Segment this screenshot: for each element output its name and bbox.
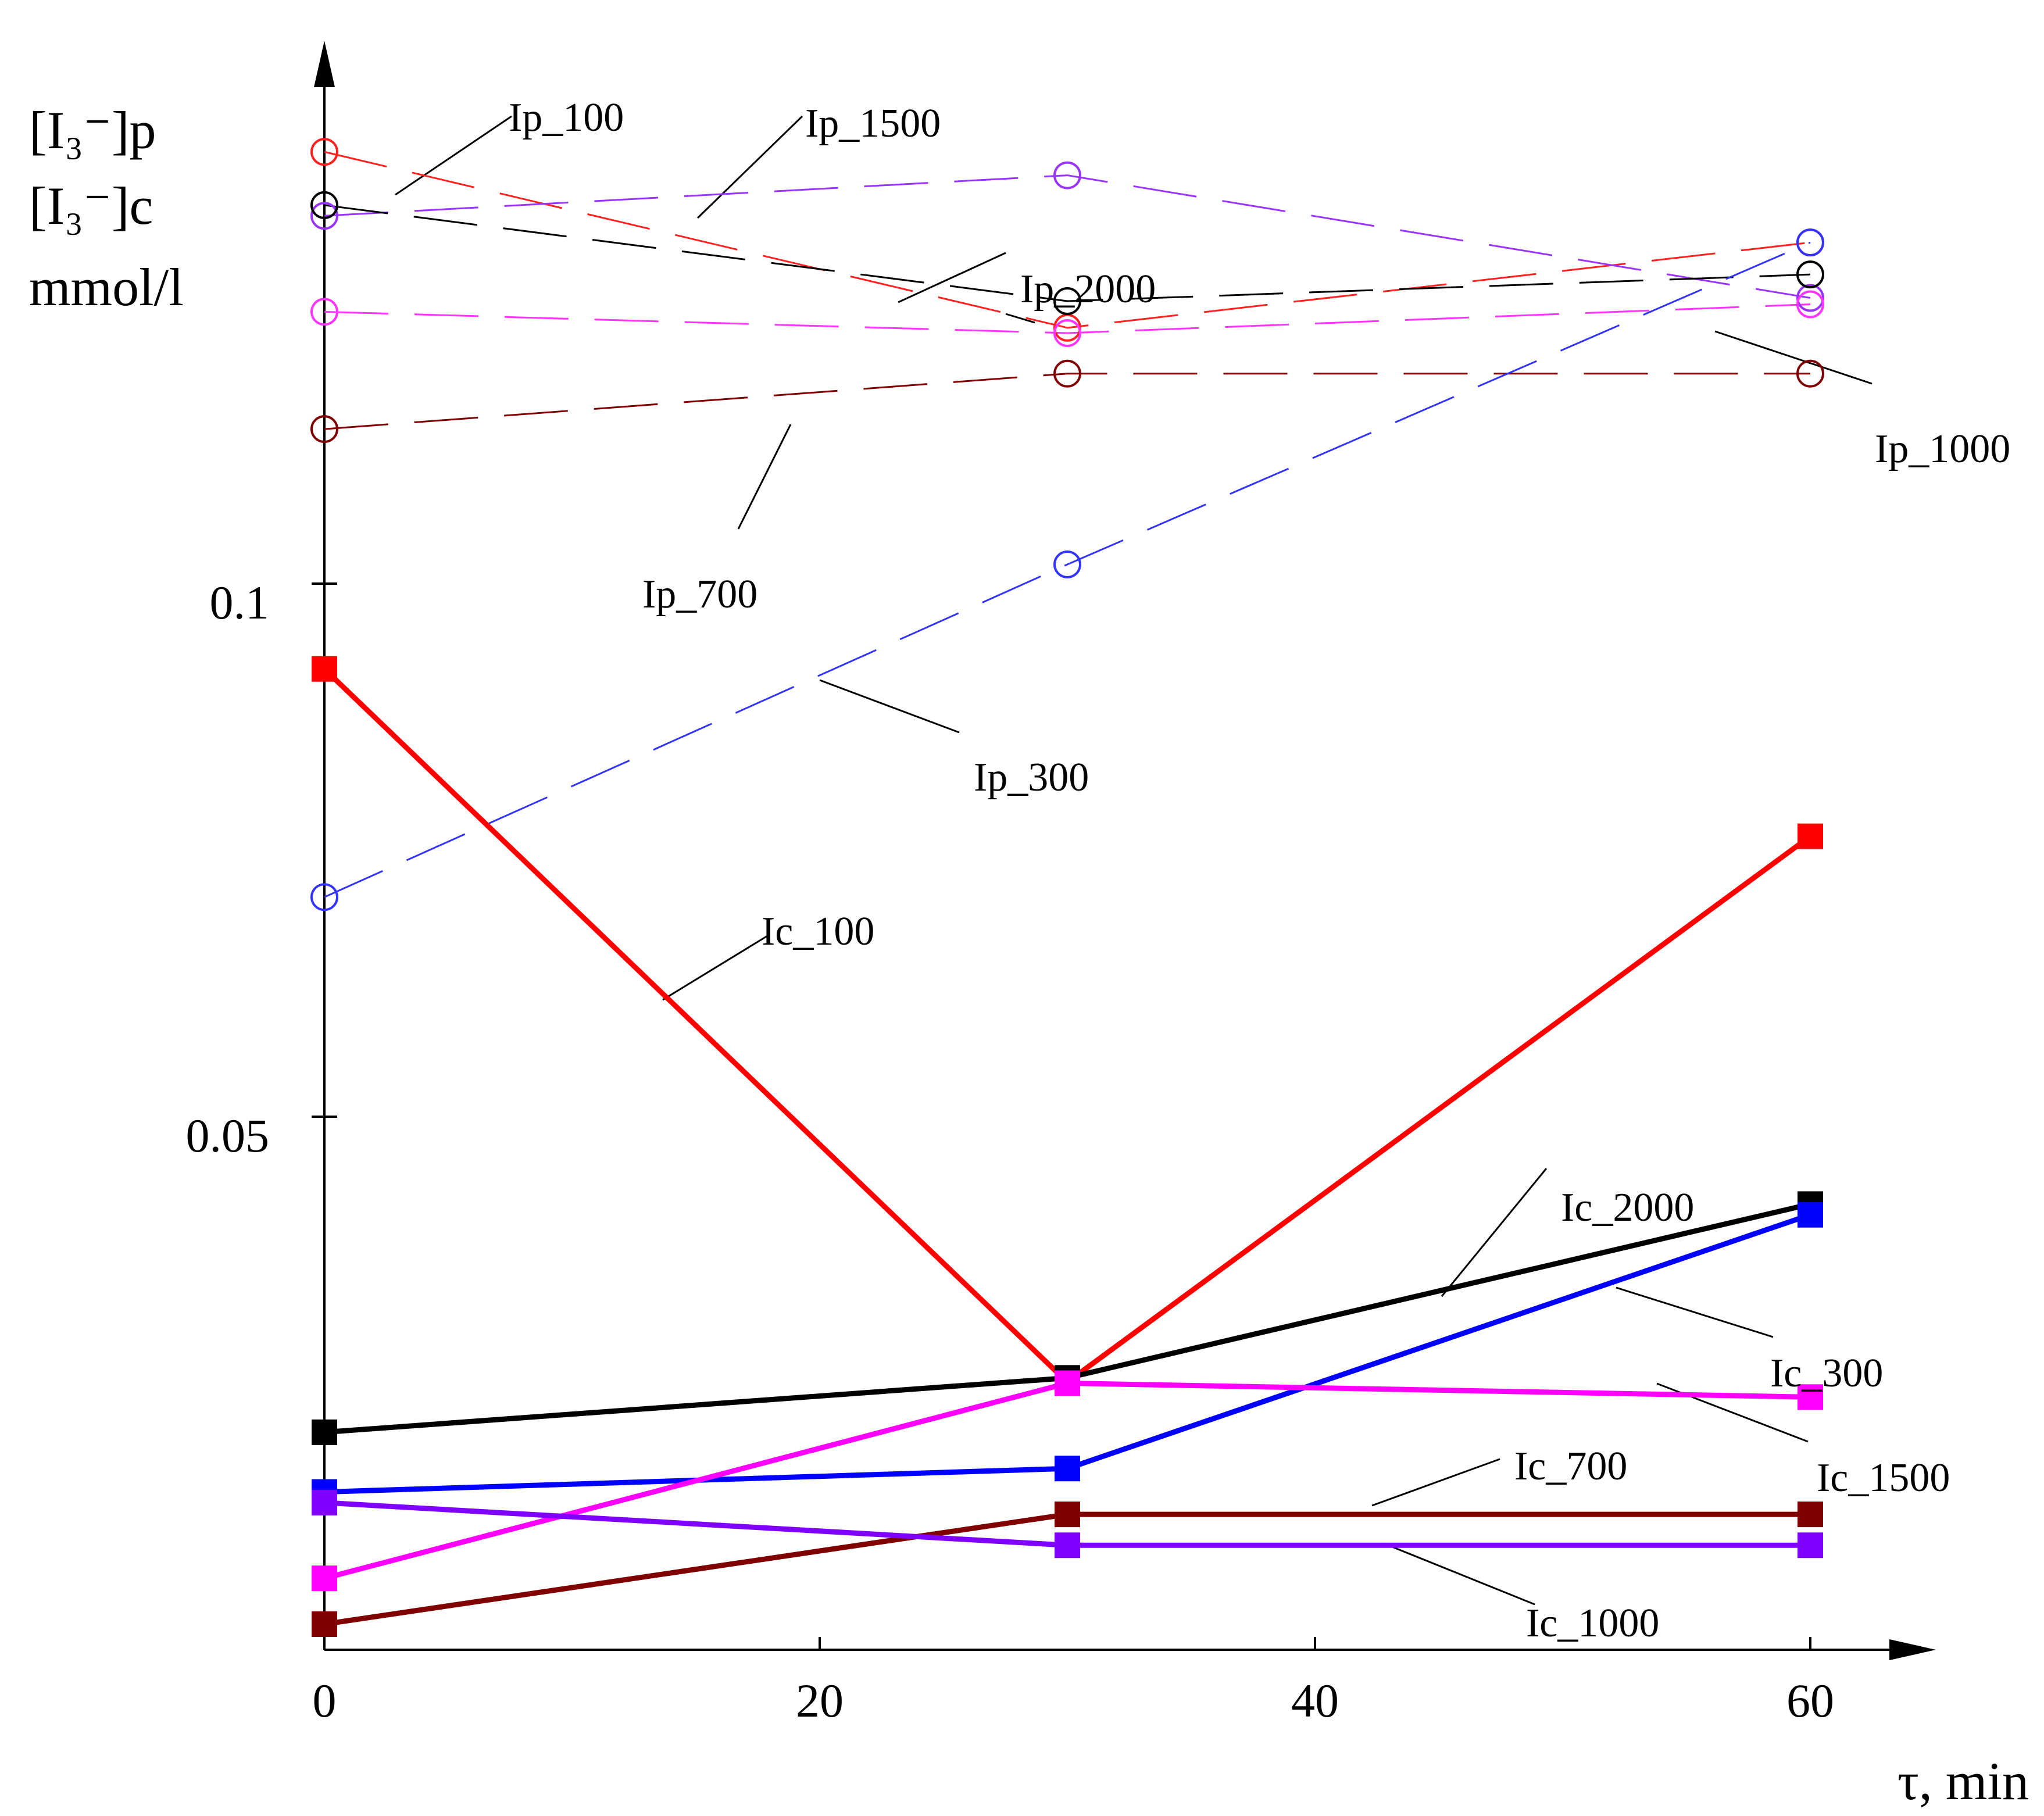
x-tick-label: 20	[796, 1674, 844, 1727]
marker-ip-300	[310, 883, 338, 911]
series-label-ic-100: Ic_100	[762, 909, 874, 954]
series-labels: Ip_100 Ip_1500 Ip_2000 Ip_1000 Ip_700 Ip…	[509, 95, 2010, 1646]
marker-ic-1000	[1055, 1532, 1080, 1558]
y-axis-label-line-2: [I₃⁻]c	[29, 176, 153, 235]
marker-ip-1000	[1053, 319, 1081, 348]
marker-ic-2000	[312, 1419, 337, 1445]
series-label-ip-700: Ip_700	[642, 572, 757, 617]
leader-ip-2000b	[1005, 313, 1035, 324]
ticks: 0 20 40 60 0.05 0.1	[186, 576, 1835, 1727]
series-label-ic-700: Ic_700	[1514, 1444, 1627, 1489]
leader-ip-700	[737, 424, 792, 530]
marker-ip-1500	[1796, 284, 1824, 312]
series-line-ic-2000	[324, 1202, 1811, 1435]
marker-ip-1000	[310, 298, 338, 326]
series-label-ic-2000: Ic_2000	[1561, 1185, 1694, 1230]
marker-ip-2000	[1053, 287, 1081, 315]
x-tick-label: 0	[313, 1674, 337, 1727]
label-leader-lines	[395, 115, 1873, 1606]
series-label-ic-300: Ic_300	[1770, 1351, 1883, 1396]
leader-ip-1000	[1714, 330, 1873, 385]
series-markers	[310, 138, 1824, 1637]
series-label-ip-100: Ip_100	[509, 95, 624, 140]
axis-titles: [I₃⁻]p [I₃⁻]c mmol/l τ, min	[29, 101, 2029, 1811]
series-label-ip-2000: Ip_2000	[1020, 267, 1156, 312]
series-label-ip-1000: Ip_1000	[1875, 427, 2010, 471]
marker-ip-2000	[310, 191, 338, 219]
axes	[314, 41, 1936, 1660]
marker-ip-300	[1053, 550, 1081, 578]
x-axis-arrow	[1889, 1639, 1936, 1660]
series-label-ic-1500: Ic_1500	[1817, 1456, 1950, 1500]
marker-ic-700	[312, 1611, 337, 1637]
marker-ip-1500	[310, 202, 338, 230]
x-tick-label: 60	[1786, 1674, 1834, 1727]
y-axis-label-line-1: [I₃⁻]p	[29, 101, 156, 160]
series-line-ip-2000	[324, 204, 1811, 302]
marker-ic-100	[1798, 823, 1823, 849]
y-axis-label-line-3: mmol/l	[29, 258, 184, 317]
series-lines	[322, 151, 1812, 1627]
marker-ic-700	[1055, 1502, 1080, 1528]
series-label-ip-300: Ip_300	[974, 755, 1089, 800]
leader-ip-1500	[696, 115, 803, 219]
leader-ic-2000	[1441, 1168, 1548, 1297]
marker-ip-700	[1796, 359, 1824, 388]
leader-ip-2000	[898, 252, 1006, 303]
marker-ip-1000	[1796, 290, 1824, 319]
leader-ip-300	[819, 679, 960, 734]
marker-ic-1000	[312, 1489, 337, 1515]
leader-ic-100	[662, 935, 768, 1001]
series-line-ip-700	[324, 373, 1810, 430]
marker-ip-700	[310, 415, 338, 444]
y-tick-label: 0.1	[210, 576, 270, 629]
marker-ip-300	[1796, 228, 1824, 257]
x-tick-label: 40	[1291, 1674, 1339, 1727]
marker-ic-300	[1798, 1202, 1823, 1228]
marker-ic-1500	[1798, 1384, 1823, 1410]
marker-ip-2000	[1796, 260, 1824, 289]
leader-ip-100	[395, 115, 512, 196]
marker-ic-300	[1055, 1456, 1080, 1482]
leader-ic-700	[1371, 1458, 1500, 1507]
marker-ic-1500	[312, 1565, 337, 1592]
marker-ip-700	[1053, 359, 1081, 388]
series-line-ip-1500	[324, 174, 1811, 299]
y-axis-arrow	[314, 41, 335, 87]
series-label-ic-1000: Ic_1000	[1526, 1601, 1659, 1646]
leader-ic-300	[1616, 1286, 1774, 1338]
marker-ic-700	[1798, 1502, 1823, 1528]
y-tick-label: 0.05	[186, 1109, 270, 1162]
marker-ic-1500	[1055, 1370, 1080, 1396]
series-line-ip-100	[324, 151, 1811, 329]
marker-ic-100	[312, 656, 337, 682]
x-axis-label: τ, min	[1898, 1751, 2029, 1811]
leader-ic-1000	[1383, 1542, 1535, 1606]
marker-ic-1000	[1798, 1532, 1823, 1558]
series-line-ip-1000	[324, 303, 1811, 334]
series-line-ip-300	[324, 241, 1811, 898]
marker-ip-1500	[1053, 161, 1081, 190]
marker-ip-100	[310, 138, 338, 166]
series-label-ip-1500: Ip_1500	[805, 101, 941, 146]
